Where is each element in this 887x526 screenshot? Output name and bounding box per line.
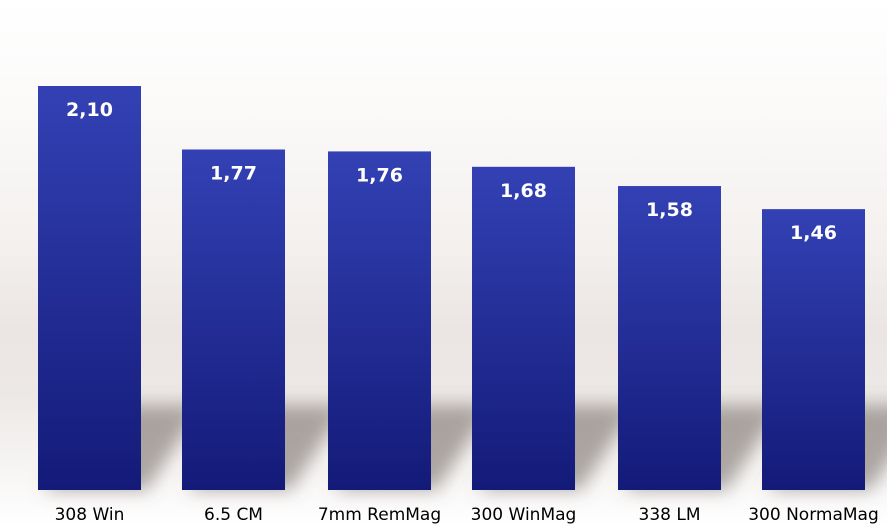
category-label-308-win: 308 Win: [55, 505, 125, 525]
bar-6-5-cm: [182, 149, 285, 490]
category-label-300-winmag: 300 WinMag: [471, 505, 577, 525]
value-label-7mm-remmag: 1,76: [356, 164, 403, 186]
bar-7mm-remmag: [328, 151, 431, 490]
bar-300-normamag: [762, 209, 865, 490]
value-label-300-normamag: 1,46: [790, 222, 837, 244]
value-label-300-winmag: 1,68: [500, 180, 547, 202]
category-labels: 308 Win 6.5 CM 7mm RemMag 300 WinMag 338 LM 3…: [55, 505, 879, 525]
bar-shadows: [44, 405, 887, 490]
category-label-6-5-cm: 6.5 CM: [204, 505, 263, 525]
bar-300-winmag: [472, 166, 575, 491]
bar-308-win: [38, 86, 141, 490]
value-label-6-5-cm: 1,77: [210, 162, 257, 184]
value-labels: 2,10 1,77 1,76 1,68 1,58 1,46: [66, 99, 837, 244]
value-label-338-lm: 1,58: [646, 199, 693, 221]
category-label-300-normamag: 300 NormaMag: [748, 505, 879, 525]
category-label-7mm-remmag: 7mm RemMag: [318, 505, 441, 525]
bar-338-lm: [618, 186, 721, 491]
value-label-308-win: 2,10: [66, 99, 113, 121]
bars: [38, 86, 865, 491]
category-label-338-lm: 338 LM: [639, 505, 701, 525]
